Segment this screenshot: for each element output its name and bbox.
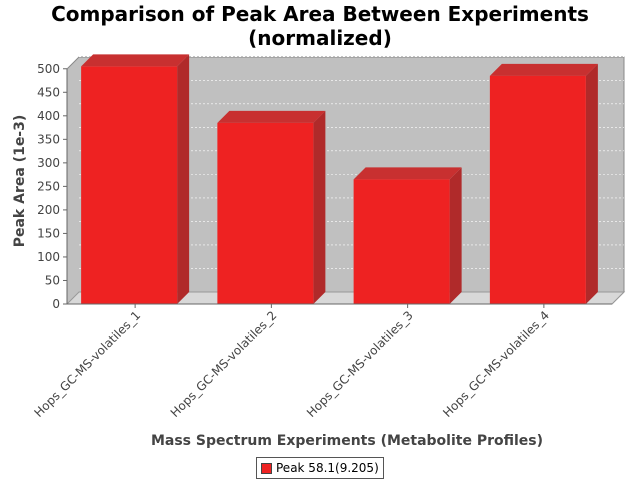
bar-front [489, 75, 586, 304]
bar-side [313, 110, 326, 304]
legend-label: Peak 58.1(9.205) [276, 461, 379, 475]
y-axis-title: Peak Area (1e-3) [12, 115, 28, 248]
y-tick-label: 100 [37, 250, 60, 264]
bar-front [353, 179, 450, 304]
bar-front [81, 66, 178, 305]
bar-front [217, 122, 314, 304]
bar-side [177, 54, 190, 305]
x-tick-label: Hops_GC-MS-volatiles_2 [168, 308, 280, 420]
y-tick-label: 400 [37, 109, 60, 123]
y-tick-label: 250 [37, 179, 60, 193]
legend: Peak 58.1(9.205) [256, 457, 384, 479]
bar-top [81, 54, 190, 67]
bar [217, 110, 326, 304]
x-tick-label: Hops_GC-MS-volatiles_4 [440, 308, 552, 420]
y-axis: 0 50 100 150 200 250 300 350 400 450 500 [37, 62, 68, 311]
bars [81, 54, 598, 305]
plot-area [65, 56, 626, 305]
x-tick-label: Hops_GC-MS-volatiles_3 [304, 308, 416, 420]
bar-side [449, 167, 462, 304]
bar [353, 167, 462, 304]
y-tick-label: 200 [37, 203, 60, 217]
y-tick-label: 300 [37, 156, 60, 170]
chart-title: Comparison of Peak Area Between Experime… [51, 2, 589, 50]
y-tick-label: 500 [37, 62, 60, 76]
legend-swatch [261, 462, 272, 474]
y-tick-label: 150 [37, 226, 60, 240]
bar [81, 54, 190, 305]
bar-top [217, 110, 326, 123]
bar [489, 63, 598, 304]
y-tick-label: 450 [37, 85, 60, 99]
gridlines [79, 56, 624, 269]
x-axis: Hops_GC-MS-volatiles_1 Hops_GC-MS-volatil… [32, 303, 612, 420]
x-axis-title: Mass Spectrum Experiments (Metabolite Pr… [151, 433, 543, 449]
x-tick-label: Hops_GC-MS-volatiles_1 [32, 308, 144, 420]
bar-top [353, 167, 462, 180]
bar-top [489, 63, 598, 76]
bar-side [585, 63, 598, 304]
y-tick-label: 0 [52, 297, 60, 311]
y-tick-label: 50 [45, 273, 60, 287]
y-tick-label: 350 [37, 132, 60, 146]
